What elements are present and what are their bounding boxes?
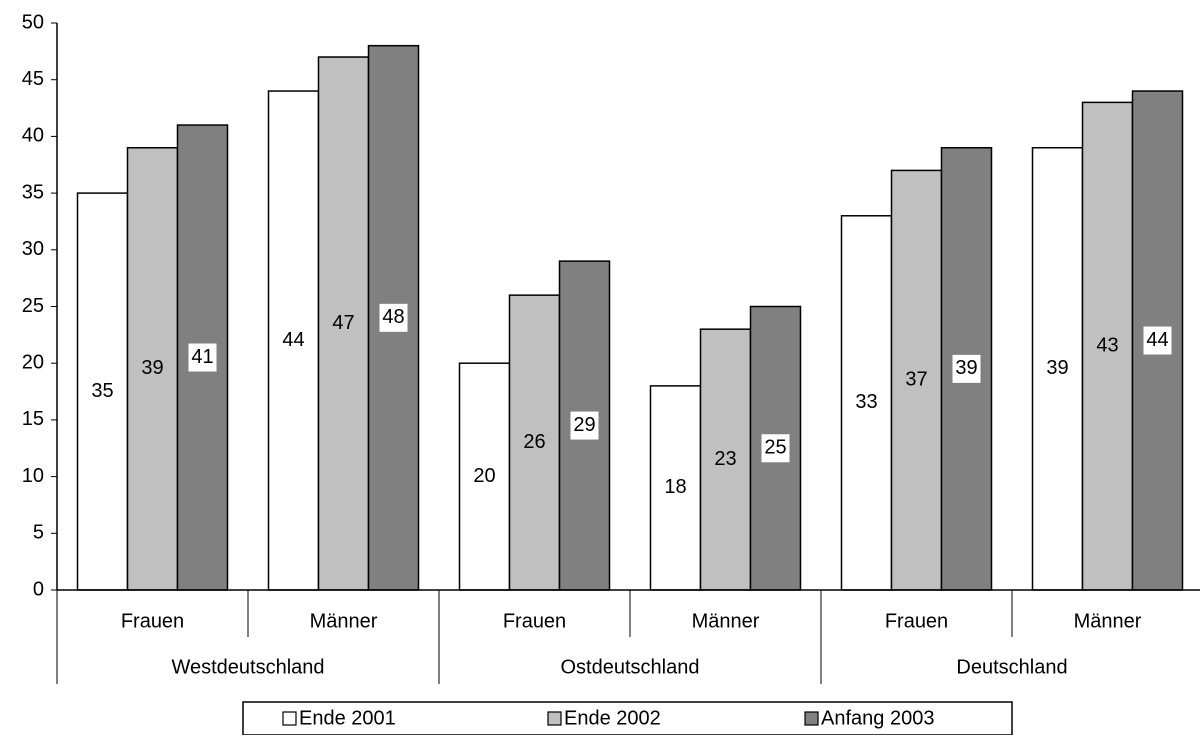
legend-label: Ende 2001 [299,707,396,729]
group-label: Deutschland [956,656,1067,678]
legend-swatch [804,711,819,726]
y-tick-label: 5 [33,522,44,544]
category-label: Männer [310,610,378,632]
category-label: Frauen [121,610,184,632]
bar-ende-2002 [126,146,179,591]
data-label: 35 [91,380,113,402]
category-label: Männer [1074,610,1142,632]
legend-swatch [282,711,297,726]
data-label: 23 [714,448,736,470]
group-label: Westdeutschland [171,656,324,678]
data-label: 43 [1096,334,1118,356]
bar-ende-2002 [699,328,752,591]
data-label: 26 [523,431,545,453]
data-label: 44 [1146,329,1168,351]
y-tick-label: 15 [22,408,44,430]
y-tick-label: 30 [22,238,44,260]
data-label-box [379,303,408,332]
y-tick-label: 45 [22,68,44,90]
bar-ende-2001 [458,362,511,591]
data-label: 47 [332,312,354,334]
data-label: 48 [382,306,404,328]
data-label: 37 [905,368,927,390]
y-tick-label: 0 [33,578,44,600]
legend-label: Ende 2002 [564,707,661,729]
category-label: Frauen [503,610,566,632]
data-label: 39 [955,357,977,379]
data-label-box [952,354,981,383]
y-tick-label: 20 [22,351,44,373]
bar-ende-2001 [76,192,129,591]
y-tick-label: 50 [22,11,44,33]
y-tick-label: 25 [22,295,44,317]
category-label: Männer [692,610,760,632]
data-label: 39 [1046,357,1068,379]
data-label: 33 [855,391,877,413]
data-label: 41 [191,346,213,368]
data-label: 44 [282,329,304,351]
data-label: 29 [573,414,595,436]
group-label: Ostdeutschland [561,656,700,678]
data-label-box [1143,326,1172,355]
data-label-box [761,434,790,463]
data-label: 18 [664,476,686,498]
y-tick-label: 10 [22,465,44,487]
category-label: Frauen [885,610,948,632]
y-tick-label: 35 [22,181,44,203]
y-tick-label: 40 [22,125,44,147]
data-label-box [570,411,599,440]
legend-swatch [547,711,562,726]
legend-label: Anfang 2003 [821,707,934,729]
bar-ende-2001 [649,385,702,591]
data-label-box [188,343,217,372]
data-label: 25 [764,437,786,459]
bar-ende-2002 [508,294,561,591]
bar-ende-2001 [840,215,893,591]
data-label: 20 [473,465,495,487]
bar-ende-2002 [1081,101,1134,591]
data-label: 39 [141,357,163,379]
bar-ende-2001 [1031,146,1084,591]
